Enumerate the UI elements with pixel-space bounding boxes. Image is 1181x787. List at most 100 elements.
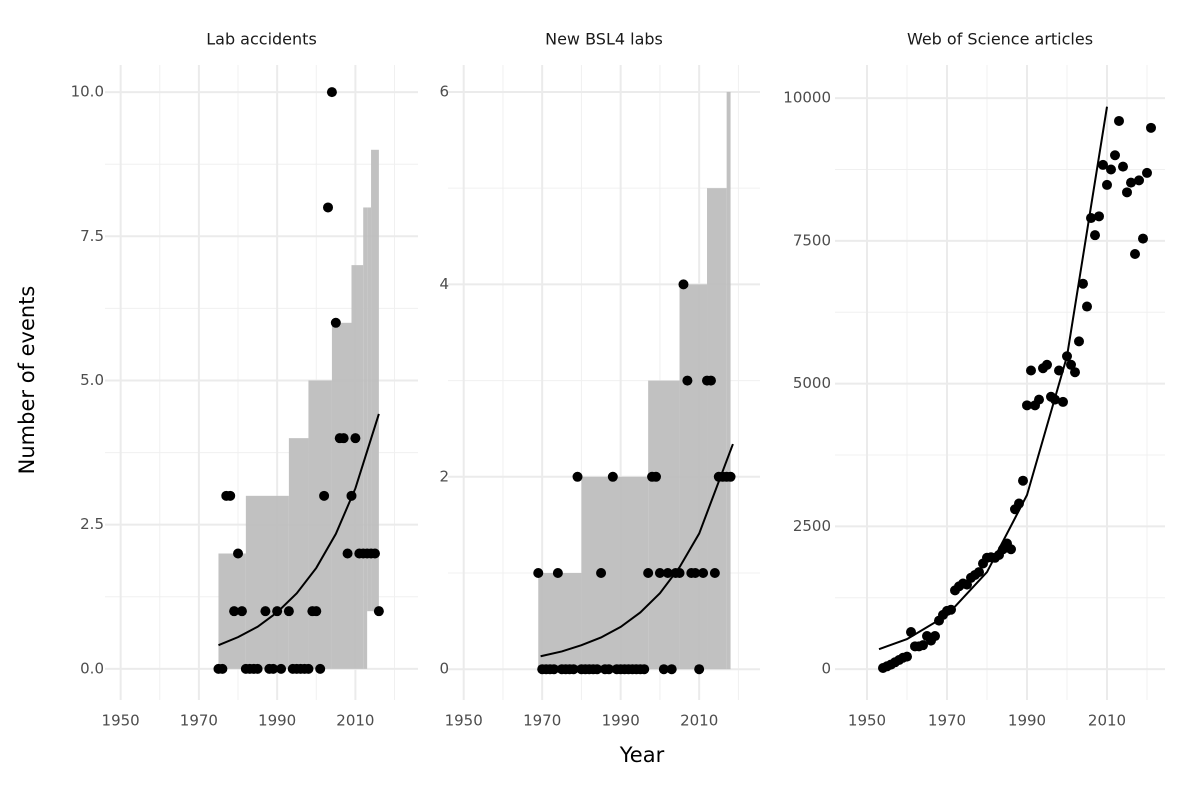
data-point (572, 471, 583, 482)
data-point (906, 627, 916, 638)
data-point (1122, 187, 1132, 198)
data-point (1074, 336, 1084, 347)
data-point (1066, 359, 1076, 370)
data-point (1078, 278, 1088, 289)
data-point (698, 568, 709, 578)
y-tick-label: 7.5 (80, 227, 104, 245)
data-point (1042, 359, 1052, 370)
y-axis-title: Number of events (15, 286, 39, 475)
data-point (342, 548, 353, 559)
data-point (233, 548, 244, 559)
data-point (225, 490, 236, 501)
data-point (1026, 365, 1036, 376)
interval-band (581, 476, 649, 670)
y-tick-label: 2.5 (80, 515, 104, 533)
data-point (268, 663, 279, 674)
data-point (1082, 301, 1092, 312)
data-point (1090, 230, 1100, 241)
y-tick-label: 10000 (783, 89, 831, 107)
x-tick-label: 1950 (848, 712, 886, 730)
fit-line (878, 106, 1108, 651)
data-point (346, 490, 357, 501)
y-tick-label: 5.0 (80, 371, 104, 389)
data-point (272, 606, 283, 617)
data-point (369, 548, 380, 559)
data-point (654, 568, 665, 578)
data-point (674, 568, 685, 578)
data-point (918, 640, 928, 651)
data-point (596, 568, 607, 578)
x-axis-title: Year (619, 743, 665, 767)
interval-band (308, 380, 332, 669)
interval-band (371, 149, 379, 612)
data-point (276, 663, 287, 674)
data-point (315, 663, 326, 674)
data-point (1114, 115, 1124, 126)
x-tick-label: 1970 (928, 712, 966, 730)
data-point (236, 606, 247, 617)
x-tick-label: 2010 (1088, 712, 1126, 730)
data-point (607, 471, 618, 482)
interval-band (648, 380, 680, 670)
data-point (1102, 179, 1112, 190)
data-point (330, 317, 341, 328)
data-point (533, 568, 544, 578)
data-point (1118, 161, 1128, 172)
data-point (1098, 159, 1108, 170)
data-point (651, 471, 661, 482)
data-point (1050, 394, 1060, 405)
data-point (682, 375, 693, 386)
x-tick-label: 1950 (102, 712, 140, 730)
data-point (694, 664, 705, 675)
data-point (709, 568, 720, 578)
data-point (1110, 150, 1120, 161)
panel-title: New BSL4 labs (545, 30, 663, 49)
y-tick-label: 0 (821, 660, 831, 678)
data-point (217, 663, 228, 674)
data-point (303, 663, 314, 674)
data-point (260, 606, 271, 617)
data-point (373, 606, 384, 617)
data-point (725, 471, 736, 482)
interval-band (707, 188, 727, 670)
y-tick-label: 2500 (793, 517, 831, 535)
y-tick-label: 0.0 (80, 659, 104, 677)
data-point (1126, 177, 1136, 188)
interval-band (367, 207, 372, 612)
y-tick-label: 6 (439, 82, 449, 100)
y-tick-label: 4 (439, 275, 449, 293)
interval-band (245, 495, 289, 669)
x-tick-label: 1990 (1008, 712, 1046, 730)
data-point (1006, 544, 1016, 555)
data-point (678, 279, 689, 290)
data-point (568, 664, 579, 675)
y-tick-label: 0 (439, 660, 449, 678)
data-point (326, 87, 337, 98)
interval-band (679, 284, 708, 670)
y-tick-label: 2 (439, 467, 449, 485)
data-point (639, 664, 650, 675)
panel-title: Web of Science articles (907, 30, 1093, 49)
data-point (705, 375, 716, 386)
data-point (643, 568, 654, 578)
x-tick-label: 2010 (680, 712, 718, 730)
x-tick-label: 1990 (258, 712, 296, 730)
data-point (690, 568, 701, 578)
data-point (1094, 211, 1104, 222)
data-point (311, 606, 322, 617)
data-point (319, 490, 330, 501)
data-point (252, 663, 263, 674)
data-point (946, 604, 956, 615)
data-point (658, 664, 669, 675)
data-point (1138, 233, 1148, 244)
data-point (1146, 122, 1156, 133)
interval-band (363, 207, 368, 669)
y-tick-label: 7500 (793, 231, 831, 249)
fit-line (540, 443, 734, 658)
data-point (902, 651, 912, 662)
x-tick-label: 1950 (445, 712, 483, 730)
data-point (350, 433, 361, 444)
x-tick-label: 1970 (180, 712, 218, 730)
data-point (662, 568, 673, 578)
